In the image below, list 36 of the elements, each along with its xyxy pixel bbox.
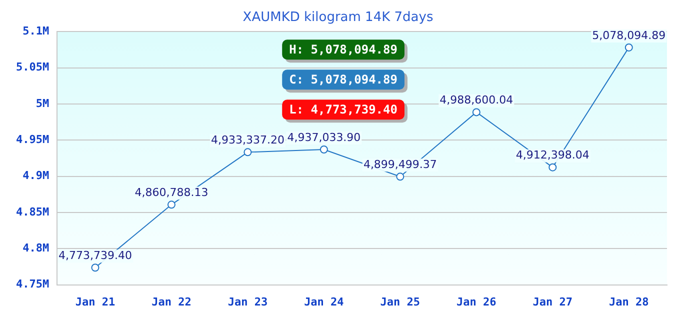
- x-tick-label: Jan 28: [609, 295, 649, 308]
- x-tick-label: Jan 24: [304, 295, 344, 308]
- point: [91, 264, 100, 272]
- data-label: 4,773,739.40: [58, 248, 132, 262]
- y-tick-label: 5.05M: [16, 60, 50, 74]
- point: [624, 43, 633, 52]
- point: [396, 172, 404, 181]
- y-tick-label: 4.95M: [16, 132, 50, 146]
- annotation: C: 5,078,094.89: [289, 72, 398, 87]
- x-tick-label: Jan 22: [152, 295, 192, 308]
- data-label: 4,937,033.90: [287, 130, 361, 144]
- data-label: 4,899,499.37: [363, 158, 437, 172]
- point: [320, 145, 328, 154]
- x-tick-label: Jan 23: [228, 295, 268, 308]
- point: [167, 200, 176, 209]
- x-tick-label: Jan 26: [456, 295, 497, 308]
- x-tick-label: Jan 27: [532, 295, 573, 308]
- annotation: L: 4,773,739.40: [289, 102, 398, 117]
- point: [548, 163, 557, 172]
- y-tick-label: 4.75M: [16, 278, 50, 291]
- x-tick-label: Jan 25: [380, 295, 420, 308]
- data-label: 5,078,094.89: [592, 28, 666, 42]
- point: [472, 108, 480, 116]
- data-label: 4,933,337.20: [210, 134, 284, 147]
- annotation: H: 5,078,094.89: [289, 42, 398, 57]
- data-label: 4,912,398.04: [516, 148, 590, 162]
- data-label: 4,860,788.13: [134, 186, 208, 200]
- y-tick-label: 4.9M: [22, 169, 50, 182]
- chart-title: XAUMKD kilogram 14K 7days: [242, 10, 434, 26]
- point: [244, 148, 252, 156]
- x-tick-label: Jan 21: [75, 295, 116, 308]
- y-tick-label: 5.1M: [22, 24, 50, 38]
- y-tick-label: 4.85M: [16, 205, 50, 218]
- y-tick-label: 4.8M: [22, 241, 50, 254]
- y-tick-label: 5M: [36, 96, 50, 110]
- data-label: 4,988,600.04: [440, 94, 514, 107]
